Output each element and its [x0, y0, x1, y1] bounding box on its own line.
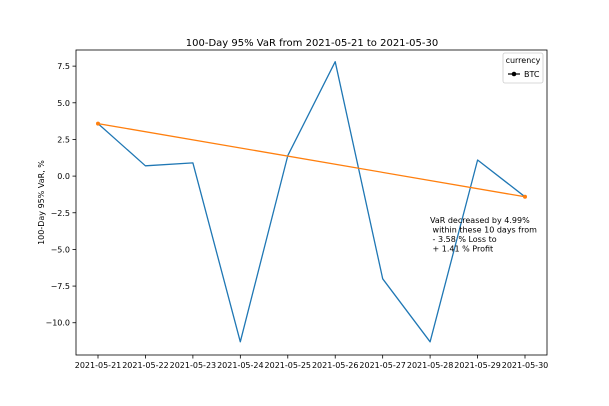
y-tick-label: 0.0 [57, 172, 70, 181]
series-layer [96, 61, 527, 343]
trend-end-marker [523, 194, 527, 199]
plot-area [75, 49, 548, 356]
legend-entry-btc: BTC [524, 70, 540, 79]
x-tick-label: 2021-05-22 [122, 361, 169, 370]
legend: currency BTC [502, 52, 544, 84]
y-tick-label: −5.0 [51, 245, 70, 254]
x-tick-label: 2021-05-27 [359, 361, 406, 370]
x-tick-label: 2021-05-30 [502, 361, 549, 370]
x-tick-label: 2021-05-29 [454, 361, 501, 370]
legend-marker-dot [511, 71, 517, 77]
y-axis-label: 100-Day 95% VaR, % [37, 160, 46, 245]
annotation-line-3: - 3.58 % Loss to [430, 235, 497, 244]
annotation: VaR decreased by 4.99% within these 10 d… [430, 216, 537, 254]
x-tick-label: 2021-05-28 [407, 361, 454, 370]
y-tick-label: 5.0 [57, 99, 70, 108]
x-tick-label: 2021-05-26 [312, 361, 359, 370]
trend-start-marker [96, 121, 100, 126]
x-tick-label: 2021-05-23 [170, 361, 217, 370]
y-axis: 7.5 5.0 2.5 0.0 −2.5 −5.0 −7.5 −10.0 [45, 62, 76, 328]
y-tick-label: −2.5 [51, 209, 70, 218]
x-tick-label: 2021-05-25 [265, 361, 312, 370]
legend-title: currency [506, 56, 541, 65]
annotation-line-2: within these 10 days from [430, 226, 537, 235]
x-tick-label: 2021-05-24 [217, 361, 264, 370]
y-tick-label: 2.5 [57, 135, 70, 144]
y-tick-label: −7.5 [51, 282, 70, 291]
trend-line [97, 122, 526, 198]
plot-frame [75, 49, 548, 356]
series-line-btc [97, 61, 526, 343]
chart-title: 100-Day 95% VaR from 2021-05-21 to 2021-… [186, 38, 438, 49]
annotation-line-4: + 1.41 % Profit [430, 245, 493, 254]
annotation-line-1: VaR decreased by 4.99% [430, 216, 530, 225]
x-axis: 2021-05-21 2021-05-22 2021-05-23 2021-05-24… [75, 355, 549, 370]
y-tick-label: −10.0 [45, 319, 70, 328]
y-tick-label: 7.5 [57, 62, 70, 71]
x-tick-label: 2021-05-21 [75, 361, 122, 370]
